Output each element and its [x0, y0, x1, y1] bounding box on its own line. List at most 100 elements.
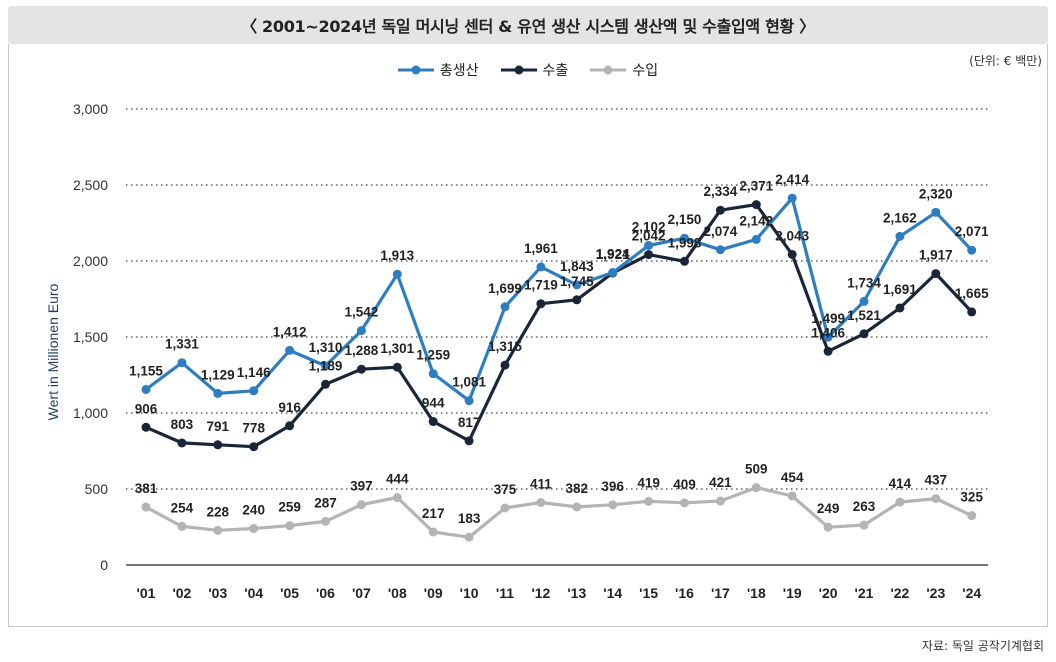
y-tick-label: 500	[85, 481, 109, 497]
data-label: 1,665	[955, 286, 989, 301]
data-point	[859, 329, 869, 339]
data-label: 1,412	[273, 324, 307, 339]
y-tick-label: 3,000	[73, 101, 108, 117]
data-label: 325	[960, 490, 983, 505]
data-point	[428, 369, 438, 379]
data-point	[177, 438, 187, 448]
data-point	[967, 245, 977, 255]
data-label: 397	[350, 479, 373, 494]
data-label: 1,129	[201, 367, 235, 382]
data-point	[321, 516, 330, 526]
legend-item-import: 수입	[590, 60, 658, 80]
data-label: 228	[207, 504, 230, 519]
data-point	[213, 388, 223, 398]
series-line	[145, 203, 973, 449]
data-point	[213, 525, 223, 535]
source-note: 자료: 독일 공작기계협회	[921, 639, 1044, 653]
data-point	[644, 240, 654, 250]
data-label: 1,288	[345, 343, 379, 358]
x-tick-label: '14	[603, 585, 622, 601]
data-point	[967, 511, 977, 521]
data-label: 254	[171, 500, 194, 515]
data-label: 421	[709, 475, 732, 490]
data-point	[213, 440, 223, 450]
data-label: 1,259	[416, 348, 450, 363]
legend-item-export: 수출	[500, 60, 568, 80]
data-point	[644, 496, 654, 506]
data-label: 2,142	[739, 213, 773, 228]
data-label: 1,155	[129, 363, 163, 378]
x-tick-label: '07	[352, 585, 371, 601]
y-tick-label: 2,500	[73, 177, 108, 193]
data-point	[931, 494, 941, 504]
x-tick-label: '01	[137, 585, 156, 601]
data-label: 2,414	[775, 172, 809, 187]
data-point	[177, 358, 187, 368]
legend: 총생산 수출 수입	[0, 60, 1056, 80]
x-tick-label: '02	[172, 585, 191, 601]
data-point	[787, 249, 797, 259]
data-point	[285, 345, 295, 355]
data-point	[751, 483, 761, 493]
data-label: 419	[637, 475, 660, 490]
x-tick-label: '20	[819, 585, 838, 601]
data-label: 396	[601, 479, 624, 494]
data-point	[931, 269, 941, 279]
legend-marker-production	[397, 65, 434, 75]
data-label: 259	[278, 500, 301, 515]
data-label: 1,719	[524, 278, 558, 293]
data-point	[464, 436, 474, 446]
data-point	[644, 250, 654, 260]
data-label: 2,071	[955, 224, 989, 239]
data-label: 1,521	[847, 308, 881, 323]
legend-marker-export	[500, 65, 537, 75]
data-point	[285, 421, 295, 431]
data-point	[392, 269, 402, 279]
data-label: 1,542	[345, 305, 379, 320]
data-label: 414	[889, 476, 912, 491]
x-tick-label: '18	[747, 585, 766, 601]
unit-note: (단위: € 백만)	[969, 54, 1042, 68]
x-tick-label: '08	[388, 585, 407, 601]
data-point	[321, 379, 330, 389]
data-label: 444	[386, 472, 409, 487]
x-tick-label: '09	[424, 585, 443, 601]
data-label: 1,499	[811, 311, 845, 326]
data-label: 1,921	[596, 247, 630, 262]
data-point	[428, 417, 438, 427]
data-label: 1,331	[165, 337, 199, 352]
data-point	[680, 233, 689, 243]
data-label: 287	[314, 495, 337, 510]
x-tick-label: '12	[531, 585, 550, 601]
data-label: 1,315	[488, 339, 522, 354]
data-label: 1,734	[847, 275, 881, 290]
data-point	[895, 231, 905, 241]
data-label: 1,691	[883, 282, 917, 297]
data-label: 2,043	[775, 228, 809, 243]
data-point	[787, 193, 797, 203]
data-point	[536, 262, 546, 272]
data-label: 2,102	[632, 219, 666, 234]
data-label: 381	[135, 481, 158, 496]
data-point	[141, 422, 151, 432]
data-label: 916	[278, 400, 301, 415]
data-label: 382	[566, 481, 589, 496]
data-label: 2,162	[883, 210, 917, 225]
data-point	[392, 493, 402, 503]
data-point	[787, 491, 797, 501]
data-point	[823, 346, 833, 356]
y-tick-label: 2,000	[73, 253, 108, 269]
data-point	[715, 205, 725, 215]
y-tick-label: 1,000	[73, 405, 108, 421]
data-point	[751, 234, 761, 244]
data-label: 2,150	[668, 212, 702, 227]
data-label: 1,081	[452, 375, 486, 390]
data-point	[356, 326, 366, 336]
data-label: 944	[422, 396, 445, 411]
data-point	[536, 498, 546, 508]
data-label: 1,699	[488, 281, 522, 296]
data-point	[751, 200, 761, 210]
data-point	[285, 521, 295, 531]
data-label: 2,074	[704, 224, 738, 239]
